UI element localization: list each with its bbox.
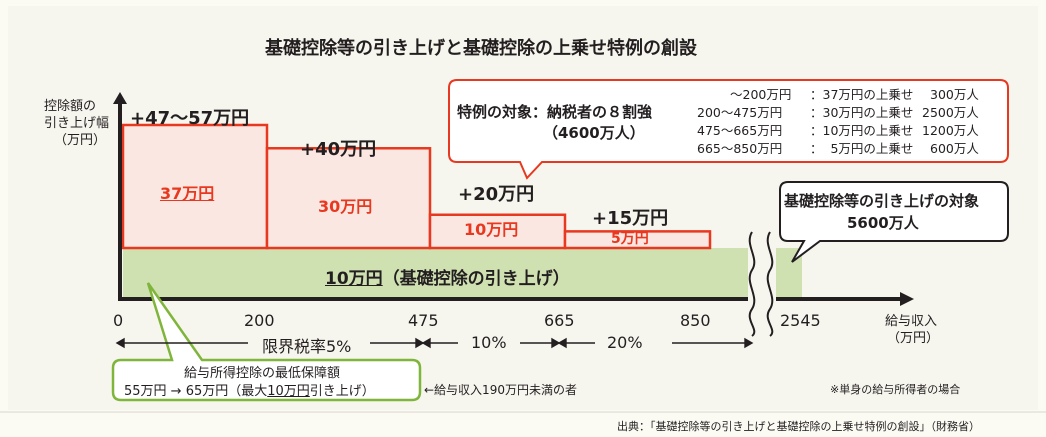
x-tick-850: 850 (680, 311, 711, 330)
base-suffix: （基礎控除の引き上げ） (382, 269, 570, 289)
x-tick-475: 475 (408, 311, 439, 330)
callout-special-row-4-range: 665～850万円 (697, 141, 783, 156)
callout-special-title-2: （4600万人） (543, 124, 645, 142)
bar-1-top-label: +47～57万円 (130, 108, 250, 129)
bar-2-inner-label: 30万円 (318, 197, 373, 216)
bar-2-top-label: +40万円 (300, 139, 377, 160)
callout-special-row-2-count: 2500万人 (922, 105, 979, 120)
bar-3-top-label: +20万円 (458, 184, 535, 205)
bar-1-inner-label: 37万円 (160, 184, 215, 203)
axis-break-gap (748, 232, 776, 336)
callout-special-title-1: 特例の対象：納税者の８割強 (457, 103, 653, 121)
special-bar-2 (265, 147, 432, 250)
tax-rate-5: 限界税率5% (262, 337, 352, 356)
x-tick-665: 665 (544, 311, 575, 330)
tax-rate-10: 10% (471, 333, 507, 352)
special-bar-1 (121, 123, 269, 250)
bar-3-inner-label: 10万円 (464, 220, 519, 239)
base-bar-label: 10万円（基礎控除の引き上げ） (325, 264, 570, 289)
tax-rate-20: 20% (607, 333, 643, 352)
callout-special-row-2-range: 200～475万円 (697, 105, 783, 120)
x-axis-label-2: （万円） (887, 331, 940, 346)
footnote: ※単身の給与所得者の場合 (830, 383, 961, 396)
y-axis-label-2: 引き上げ幅 (44, 116, 110, 131)
callout-special-row-1-range: ～200万円 (730, 87, 792, 102)
axis-break-line-2 (766, 231, 774, 337)
tax-rate-arrows (115, 337, 754, 349)
x-axis-arrow (900, 292, 914, 306)
callout-special-row-4-desc: ： 5万円の上乗せ (810, 141, 914, 156)
callout-min-line2-pre: 55万円 → 65万円（最大 (124, 384, 268, 399)
source-credit: 出典：「基礎控除等の引き上げと基礎控除の上乗せ特例の創設」（財務省） (617, 420, 980, 433)
chart-title: 基礎控除等の引き上げと基礎控除の上乗せ特例の創設 (265, 38, 697, 59)
callout-special-box (448, 79, 1009, 180)
base-bar (123, 248, 802, 299)
x-axis-label-1: 給与収入 (885, 314, 938, 329)
y-axis-label-1: 控除額の (44, 99, 97, 114)
x-tick-0: 0 (113, 311, 124, 330)
y-axis-label-3: （万円） (54, 133, 107, 148)
bars-layer (121, 123, 802, 299)
x-tick-2545: 2545 (780, 311, 821, 330)
callout-special-row-3-range: 475～665万円 (697, 123, 783, 138)
special-bar-4 (563, 230, 712, 250)
x-tick-200: 200 (244, 311, 275, 330)
y-axis-arrow (113, 92, 127, 104)
callout-base-line1: 基礎控除等の引き上げの対象 (784, 192, 980, 210)
callout-min-line2-underlined: 10万円 (267, 384, 310, 399)
callout-base-box (779, 181, 1009, 263)
callout-special-row-3-count: 1200万人 (922, 123, 979, 138)
bar-4-top-label: +15万円 (592, 208, 669, 229)
callout-special-row-3-desc: ：10万円の上乗せ (810, 123, 914, 138)
axis-break-line-1 (748, 231, 756, 337)
callout-min-box (111, 282, 422, 402)
callout-min-line2-post: 引き上げ） (309, 384, 375, 399)
callout-special-row-1-desc: ：37万円の上乗せ (810, 87, 914, 102)
callout-min-line2: 55万円 → 65万円（最大10万円引き上げ） (124, 380, 375, 399)
callout-min-line1: 給与所得控除の最低保障額 (184, 366, 341, 381)
bar-4-inner-label: 5万円 (611, 231, 649, 247)
callout-special-row-4-count: 600万人 (930, 141, 979, 156)
callout-base-line2: 5600万人 (847, 214, 919, 232)
callout-min-note: ←給与収入190万円未満の者 (424, 383, 577, 397)
base-amount: 10万円 (325, 269, 383, 289)
callout-special-row-2-desc: ：30万円の上乗せ (810, 105, 914, 120)
callout-special-row-1-count: 300万人 (930, 87, 979, 102)
